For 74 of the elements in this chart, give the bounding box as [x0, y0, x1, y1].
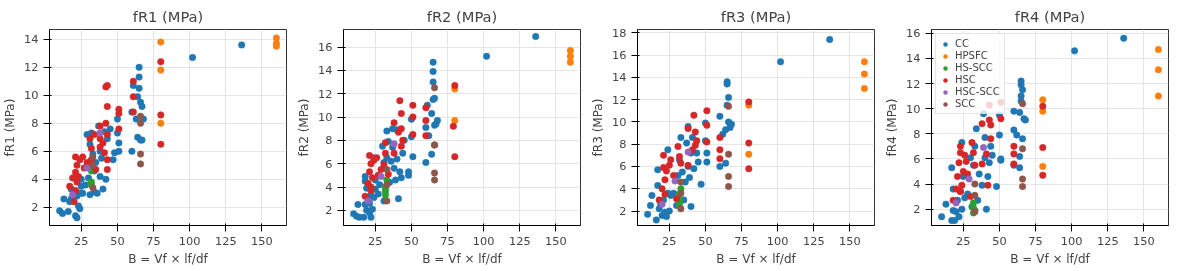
x-tick-label: 100	[178, 233, 201, 248]
chart-title: fR1 (MPa)	[132, 7, 204, 25]
y-tick-label: 2	[619, 204, 627, 219]
x-tick-label: 50	[698, 233, 713, 248]
y-tick-label: 12	[318, 86, 333, 101]
x-tick-label: 150	[839, 233, 861, 248]
y-tick-label: 14	[906, 51, 921, 66]
x-tick-label: 125	[508, 233, 531, 248]
y-tick-label: 10	[318, 110, 333, 124]
x-tick-label: 25	[74, 233, 89, 248]
legend-label: HPSFC	[955, 50, 988, 61]
y-tick-label: 10	[906, 101, 921, 116]
y-tick-label: 8	[619, 137, 627, 152]
x-tick-label: 25	[662, 233, 677, 248]
x-tick-label: 50	[404, 233, 419, 248]
x-tick-label: 150	[251, 233, 273, 248]
x-tick-label: 125	[802, 233, 825, 248]
x-axis-title: B = Vf × lf/df	[1010, 251, 1091, 266]
y-tick-label: 10	[612, 114, 627, 129]
y-tick-label: 16	[612, 48, 627, 63]
x-tick-label: 25	[956, 233, 971, 248]
x-tick-label: 75	[440, 233, 455, 248]
y-tick-label: 18	[612, 25, 627, 40]
y-tick-label: 16	[906, 26, 921, 41]
y-tick-label: 2	[31, 200, 39, 215]
chart-title: fR4 (MPa)	[1014, 7, 1086, 25]
x-tick-label: 100	[766, 233, 789, 248]
legend-label: CC	[955, 38, 970, 49]
y-tick-label: 8	[31, 116, 39, 131]
y-tick-label: 4	[913, 177, 921, 192]
y-tick-label: 6	[913, 151, 921, 166]
y-tick-label: 12	[906, 76, 921, 91]
x-axis-title: B = Vf × lf/df	[716, 251, 797, 266]
y-tick-label: 16	[318, 40, 333, 54]
y-tick-label: 12	[612, 92, 627, 107]
y-tick-label: 12	[24, 60, 39, 75]
legend-label: SCC	[955, 98, 976, 109]
x-tick-label: 150	[1133, 233, 1155, 248]
legend-label: HSC-SCC	[955, 86, 1000, 97]
y-axis-title: fR3 (MPa)	[591, 98, 606, 157]
y-tick-label: 4	[31, 172, 39, 187]
y-tick-label: 2	[913, 202, 921, 217]
x-tick-label: 75	[734, 233, 749, 248]
y-tick-label: 4	[619, 181, 627, 196]
y-axis-title: fR1 (MPa)	[3, 98, 18, 157]
x-tick-label: 100	[472, 233, 495, 248]
y-tick-label: 6	[619, 159, 627, 174]
y-tick-label: 4	[325, 180, 333, 194]
y-axis-title: fR4 (MPa)	[885, 98, 900, 157]
y-tick-label: 2	[325, 203, 333, 218]
y-tick-label: 14	[318, 63, 333, 78]
x-tick-label: 50	[992, 233, 1007, 248]
x-axis-title: B = Vf × lf/df	[128, 251, 209, 266]
x-tick-label: 100	[1060, 233, 1083, 248]
y-axis-title: fR2 (MPa)	[297, 98, 312, 157]
y-tick-label: 14	[24, 32, 39, 47]
y-tick-label: 6	[31, 144, 39, 159]
x-axis-title: B = Vf × lf/df	[422, 251, 503, 266]
y-tick-label: 8	[913, 126, 921, 141]
y-tick-label: 14	[612, 70, 627, 85]
x-tick-label: 75	[146, 233, 161, 248]
y-tick-label: 6	[325, 156, 333, 171]
x-tick-label: 125	[214, 233, 237, 248]
chart-title: fR2 (MPa)	[426, 7, 498, 25]
legend-label: HSC	[955, 74, 976, 85]
x-tick-label: 50	[110, 233, 125, 248]
x-tick-label: 125	[1096, 233, 1119, 248]
y-tick-label: 8	[325, 133, 333, 148]
x-tick-label: 75	[1028, 233, 1043, 248]
y-tick-label: 10	[24, 88, 39, 103]
chart-title: fR3 (MPa)	[720, 7, 792, 25]
x-tick-label: 25	[368, 233, 383, 248]
legend-label: HS-SCC	[955, 62, 993, 73]
x-tick-label: 150	[545, 233, 567, 248]
